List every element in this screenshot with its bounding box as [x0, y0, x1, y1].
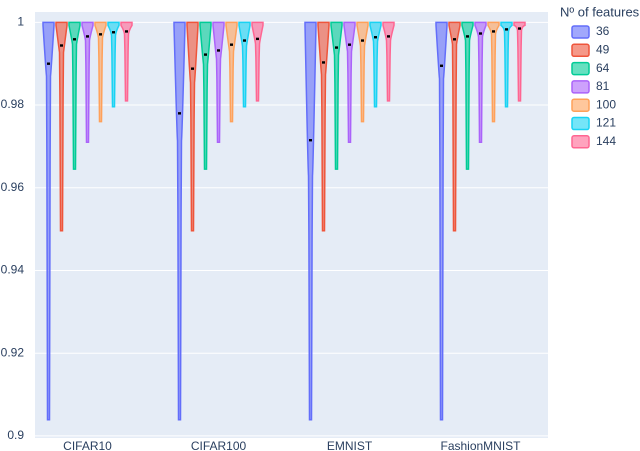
legend-swatch — [571, 135, 590, 149]
median-marker — [518, 27, 521, 30]
median-marker — [387, 35, 390, 38]
y-tick-label: 0.9 — [7, 428, 24, 442]
median-marker — [479, 32, 482, 35]
median-marker — [99, 33, 102, 36]
legend-swatch — [571, 80, 590, 94]
median-marker — [466, 35, 469, 38]
violin — [238, 21, 251, 108]
x-tick-label: CIFAR100 — [191, 439, 247, 451]
median-marker — [60, 44, 63, 47]
x-tick-label: CIFAR10 — [63, 439, 112, 451]
legend-swatch — [571, 98, 590, 112]
violin — [186, 21, 199, 232]
violin — [500, 21, 513, 108]
median-marker — [322, 61, 325, 64]
y-tick-label: 0.98 — [1, 97, 25, 111]
median-marker — [348, 43, 351, 46]
median-marker — [47, 62, 50, 65]
x-tick-label: FashionMNIST — [440, 439, 521, 451]
violin — [42, 21, 55, 421]
legend-label: 121 — [596, 116, 616, 130]
violin — [435, 21, 448, 421]
legend-label: 144 — [596, 134, 616, 148]
median-marker — [243, 39, 246, 42]
median-marker — [230, 43, 233, 46]
violin — [94, 21, 107, 123]
violin — [120, 21, 133, 102]
violin — [107, 21, 120, 108]
median-marker — [125, 30, 128, 33]
legend-swatch — [571, 25, 590, 39]
median-marker — [112, 31, 115, 34]
legend-label: 81 — [596, 79, 610, 93]
violin — [55, 21, 68, 232]
median-marker — [73, 38, 76, 41]
y-tick-label: 1 — [17, 15, 24, 29]
violin — [199, 21, 212, 170]
legend-label: 64 — [596, 61, 610, 75]
legend-swatch — [571, 43, 590, 58]
violin — [225, 21, 238, 123]
median-marker — [361, 39, 364, 42]
x-tick-label: EMNIST — [327, 439, 373, 451]
violin — [330, 21, 343, 170]
median-marker — [492, 30, 495, 33]
legend-swatch — [571, 116, 590, 131]
violin — [251, 21, 264, 102]
violin — [212, 21, 225, 144]
violin — [513, 21, 526, 102]
plot-background — [35, 12, 548, 438]
median-marker — [505, 28, 508, 31]
legend-title: Nº of features — [560, 4, 640, 19]
violin — [68, 21, 81, 170]
median-marker — [440, 64, 443, 67]
legend-swatch — [571, 61, 590, 76]
median-marker — [204, 53, 207, 56]
violin — [343, 21, 356, 144]
violin — [474, 21, 487, 144]
median-marker — [335, 46, 338, 49]
violin — [382, 21, 395, 102]
legend-label: 36 — [596, 24, 610, 38]
median-marker — [453, 38, 456, 41]
median-marker — [217, 49, 220, 52]
violin — [487, 21, 500, 123]
violin — [448, 21, 461, 232]
y-tick-label: 0.92 — [1, 345, 25, 359]
median-marker — [178, 112, 181, 115]
violin — [369, 21, 382, 108]
median-marker — [256, 37, 259, 41]
y-tick-label: 0.94 — [1, 263, 25, 277]
median-marker — [309, 139, 312, 142]
violin — [173, 21, 186, 421]
violin — [317, 21, 330, 232]
violin — [461, 21, 474, 170]
violin — [356, 21, 369, 123]
y-tick-label: 0.96 — [1, 180, 25, 194]
violin — [304, 21, 317, 421]
median-marker — [86, 35, 89, 38]
legend-label: 100 — [596, 97, 616, 111]
median-marker — [191, 67, 194, 70]
median-marker — [374, 36, 377, 39]
violin — [81, 21, 94, 144]
legend-label: 49 — [596, 42, 610, 56]
